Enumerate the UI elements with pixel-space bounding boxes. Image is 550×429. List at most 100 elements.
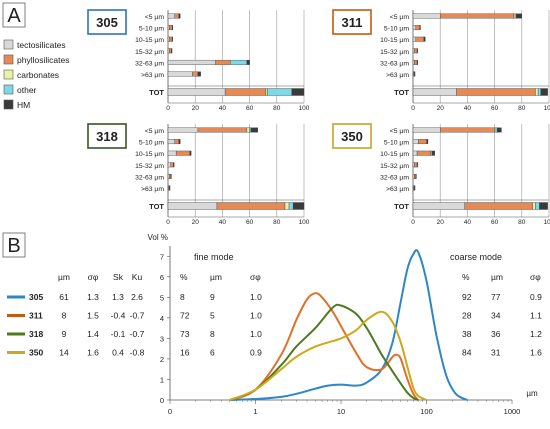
x-tick-label: 80: [518, 219, 526, 226]
bar-segment-hm: [169, 185, 171, 191]
x-axis-label: µm: [526, 389, 538, 398]
bar-segment-phyllosilicates: [215, 59, 230, 65]
bar-segment-tectosilicates: [167, 48, 170, 54]
bar-chart-350: 350 0 20 40 60 80 100 <5 µm 5-10 µm 10-15 µm 15-32…: [332, 123, 550, 226]
bar-segment-phyllosilicates: [464, 202, 533, 210]
bar-segment-phyllosilicates: [169, 36, 173, 42]
stats-value: 1.3: [112, 292, 124, 302]
y-tick-label: 6: [160, 273, 164, 282]
y-axis-label: Vol %: [148, 233, 168, 242]
bar-segment-tectosilicates: [167, 71, 193, 77]
sample-label-311: 311: [342, 15, 363, 30]
legend-label-carbonates: carbonates: [17, 70, 59, 80]
bar-segment-carbonates: [228, 59, 231, 65]
fine-mode-value: 8: [180, 292, 185, 302]
fine-mode-value: 0.9: [250, 348, 262, 358]
coarse-mode-value: 0.9: [530, 292, 542, 302]
row-label: >63 µm: [386, 186, 409, 193]
bar-segment-hm: [171, 36, 173, 42]
bar-segment-tectosilicates: [412, 59, 415, 65]
coarse-mode-value: 34: [491, 311, 501, 321]
x-tick-label: 40: [219, 105, 227, 112]
bar-segment-phyllosilicates: [415, 36, 425, 42]
bar-segment-tectosilicates: [167, 36, 170, 42]
bar-chart-305: 305 0 20 40 60 80 100 <5 µm 5-10 µm 10-15 µm 15-32…: [87, 9, 310, 112]
coarse-mode-title: coarse mode: [450, 252, 502, 262]
bar-segment-phyllosilicates: [414, 173, 416, 179]
bar-segment-carbonates: [535, 88, 539, 96]
bar-segment-hm: [423, 36, 426, 42]
composition-legend: tectosilicates phyllosilicates carbonates o…: [3, 39, 69, 110]
bar-segment-tectosilicates: [167, 162, 171, 168]
bar-segment-hm: [414, 185, 416, 191]
coarse-mode-value: 38: [462, 329, 472, 339]
coarse-mode-value: 31: [491, 348, 501, 358]
stats-value: 1.5: [87, 311, 99, 321]
y-tick-label: 7: [160, 252, 164, 261]
bar-chart-318: 318 0 20 40 60 80 100 <5 µm 5-10 µm 10-15 µm 15-32…: [87, 123, 310, 226]
bar-segment-phyllosilicates: [174, 139, 180, 145]
bar-segment-tectosilicates: [412, 88, 457, 96]
bar-segment-phyllosilicates: [175, 150, 190, 156]
bar-segment-carbonates: [284, 202, 290, 210]
bar-segment-phyllosilicates: [216, 202, 286, 210]
row-label: 32-63 µm: [135, 174, 164, 181]
coarse-mode-value: 84: [462, 348, 472, 358]
stats-value: 61: [59, 292, 69, 302]
coarse-mode-header: µm: [491, 272, 503, 282]
stats-sample-350: 350: [29, 348, 43, 358]
bar-segment-hm: [171, 48, 173, 54]
row-label: 5-10 µm: [384, 140, 409, 147]
y-tick-label: 3: [160, 334, 164, 343]
bar-segment-phyllosilicates: [169, 48, 172, 54]
bar-segment-tectosilicates: [167, 173, 170, 179]
fine-mode-header: µm: [210, 272, 222, 282]
bar-segment-hm: [426, 139, 429, 145]
bar-segment-tectosilicates: [167, 202, 218, 210]
row-label: 5-10 µm: [384, 26, 409, 33]
bar-segment-other: [249, 127, 252, 133]
stats-header: µm: [58, 272, 70, 282]
fine-mode-header: %: [180, 272, 188, 282]
bar-segment-carbonates: [532, 202, 536, 210]
bar-segment-other: [537, 88, 542, 96]
x-tick-label: 60: [491, 105, 499, 112]
y-tick-label: 0: [160, 396, 164, 405]
x-tick-label: 10: [337, 407, 345, 416]
bar-segment-hm: [292, 202, 305, 210]
bar-segment-tectosilicates: [412, 13, 441, 19]
stats-sample-305: 305: [29, 292, 43, 302]
x-tick-label: 100: [299, 219, 310, 226]
row-label: 5-10 µm: [139, 140, 164, 147]
bar-segment-tectosilicates: [412, 162, 415, 168]
bar-segment-hm: [197, 71, 201, 77]
x-tick-label: 80: [273, 105, 281, 112]
stats-value: 1.4: [87, 329, 99, 339]
bar-segment-phyllosilicates: [414, 48, 418, 54]
bar-segment-phyllosilicates: [414, 59, 418, 65]
legend-swatch-tectosilicates: [3, 39, 14, 50]
fine-mode-title: fine mode: [194, 252, 234, 262]
y-tick-label: 2: [160, 355, 164, 364]
stats-value: -0.7: [130, 329, 145, 339]
bar-segment-phyllosilicates: [415, 25, 421, 31]
stats-value: 9: [62, 329, 67, 339]
stats-value: 0.4: [112, 348, 124, 358]
stats-value: 14: [59, 348, 69, 358]
bar-segment-phyllosilicates: [224, 88, 267, 96]
legend-label-phyllosilicates: phyllosilicates: [17, 55, 69, 65]
fine-mode-value: 6: [210, 348, 215, 358]
y-tick-label: 1: [160, 375, 164, 384]
x-tick-label: 40: [464, 219, 472, 226]
x-tick-label: 0: [168, 407, 172, 416]
bar-segment-hm: [497, 127, 502, 133]
x-tick-label: 20: [437, 219, 445, 226]
fine-mode-value: 16: [180, 348, 190, 358]
y-tick-label: 5: [160, 293, 164, 302]
stats-header: Ku: [132, 272, 143, 282]
coarse-mode-value: 1.2: [530, 329, 542, 339]
x-tick-label: 20: [192, 105, 200, 112]
row-label: <5 µm: [390, 128, 410, 135]
bar-segment-hm: [416, 48, 418, 54]
